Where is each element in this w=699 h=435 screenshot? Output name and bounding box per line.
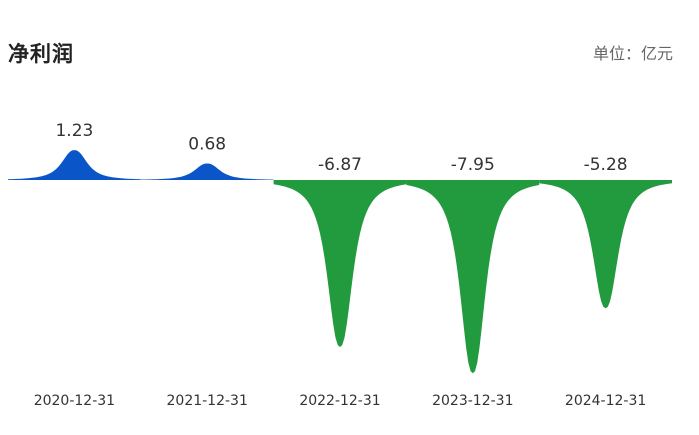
date-labels: 2020-12-31 2021-12-31 2022-12-31 2023-12-31… bbox=[34, 393, 647, 409]
value-label-0: 1.23 bbox=[55, 121, 93, 141]
unit-label: 单位：亿元 bbox=[593, 40, 673, 64]
date-label-0: 2020-12-31 bbox=[34, 393, 115, 409]
data-mark-0 bbox=[8, 150, 141, 180]
chart-title: 净利润 bbox=[8, 42, 74, 66]
value-label-1: 0.68 bbox=[188, 134, 226, 154]
date-label-1: 2021-12-31 bbox=[167, 393, 248, 409]
data-mark-3 bbox=[406, 180, 540, 374]
value-label-2: -6.87 bbox=[318, 155, 362, 175]
data-mark-2 bbox=[273, 180, 407, 347]
unit-value: 亿元 bbox=[640, 44, 673, 63]
date-label-4: 2024-12-31 bbox=[565, 393, 646, 409]
value-label-4: -5.28 bbox=[584, 155, 628, 175]
unit-separator: ： bbox=[624, 44, 641, 63]
data-mark-1 bbox=[140, 163, 274, 180]
unit-label-text: 单位 bbox=[592, 44, 625, 63]
chart-marks bbox=[8, 150, 672, 374]
date-label-3: 2023-12-31 bbox=[432, 393, 513, 409]
value-labels: 1.23 0.68 -6.87 -7.95 -5.28 bbox=[55, 121, 627, 175]
date-label-2: 2022-12-31 bbox=[299, 393, 380, 409]
data-mark-4 bbox=[539, 180, 672, 309]
value-label-3: -7.95 bbox=[451, 155, 495, 175]
